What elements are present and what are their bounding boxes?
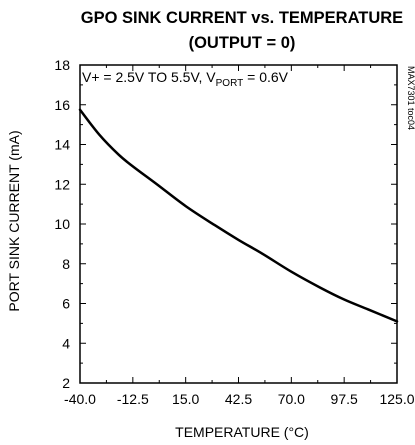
y-tick-label: 16 [54,97,70,113]
y-tick-label: 8 [62,256,70,272]
y-tick-label: 4 [62,335,70,351]
plot-frame [79,64,398,384]
y-tick-label: 14 [54,137,70,153]
series-line [78,108,399,323]
x-tick-label: -40.0 [64,391,96,407]
y-tick-label: 2 [62,375,70,391]
annotation-subscript: PORT [216,78,244,89]
y-tick-label: 10 [54,216,70,232]
condition-annotation: V+ = 2.5V TO 5.5V, VPORT = 0.6V [82,69,289,89]
chart-subtitle: (OUTPUT = 0) [189,34,296,52]
y-tick-label: 6 [62,296,70,312]
annotation-tail: = 0.6V [243,69,288,85]
x-tick-label: 15.0 [172,391,199,407]
x-tick-label: 70.0 [278,391,305,407]
y-axis-label: PORT SINK CURRENT (mA) [6,130,22,311]
annotation-main: V+ = 2.5V TO 5.5V, V [82,69,216,85]
x-tick-label: -12.5 [117,391,149,407]
y-tick-label: 12 [54,176,70,192]
x-tick-label: 125.0 [379,391,414,407]
x-tick-label: 42.5 [225,391,252,407]
chart-title: GPO SINK CURRENT vs. TEMPERATURE [81,9,403,27]
x-axis-label: TEMPERATURE (°C) [175,424,309,440]
figure-code: MAX7301 toc04 [406,66,415,130]
ticks-layer: -40.0 -12.5 15.0 42.5 70.0 97.5 125.0 2 4 6 8 10 12 1… [54,57,414,407]
x-tick-label: 97.5 [331,391,358,407]
y-tick-label: 18 [54,57,70,73]
